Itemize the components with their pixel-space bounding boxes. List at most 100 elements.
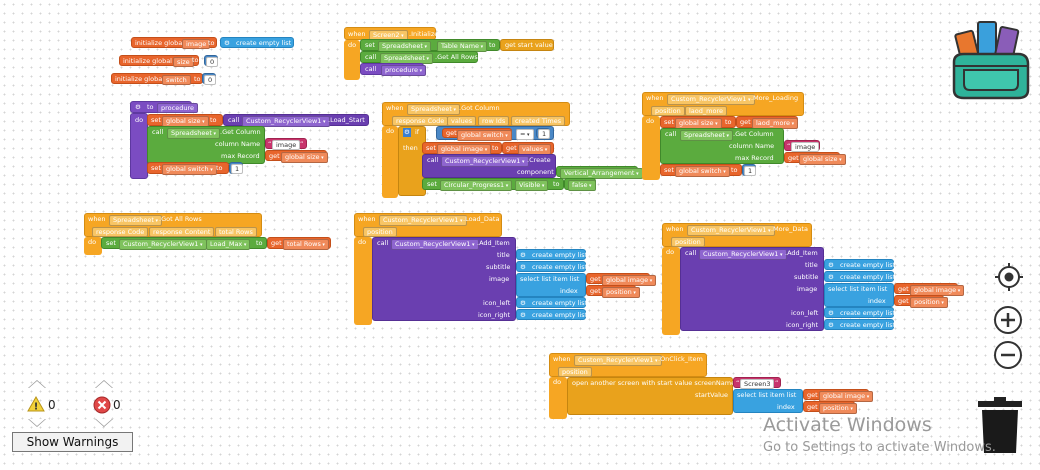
param-response-code[interactable]: response Code	[392, 116, 449, 126]
param-position[interactable]: position	[671, 237, 705, 247]
get-position-block[interactable]: get position	[586, 285, 640, 298]
recenter-icon[interactable]	[994, 262, 1024, 292]
param-response-code[interactable]: response Code	[92, 227, 149, 237]
call-get-all-rows-block[interactable]: call Spreadsheet .Get All Rows	[360, 51, 478, 64]
create-empty-list-block[interactable]: ⚙ create empty list	[824, 271, 895, 282]
call-load-start-block[interactable]: call Custom_RecyclerView1 .Load_Start	[223, 114, 369, 127]
operator-dropdown[interactable]: =	[516, 129, 534, 140]
text-block[interactable]: “ Screen3 ”	[733, 377, 781, 389]
variable-dropdown[interactable]: total Rows	[283, 239, 329, 250]
number-field[interactable]: 1	[744, 166, 757, 176]
number-block[interactable]: 0	[202, 73, 217, 85]
show-warnings-button[interactable]: Show Warnings	[12, 432, 133, 452]
component-dropdown[interactable]: Circular_Progress1	[440, 180, 513, 191]
get-total-rows-block[interactable]: get total Rows	[267, 237, 331, 250]
recycler-dropdown[interactable]: Custom_RecyclerView1	[687, 225, 775, 236]
number-block[interactable]: 1	[536, 128, 551, 139]
param-position[interactable]: position	[363, 227, 397, 237]
get-global-image-block[interactable]: get global image	[894, 283, 965, 296]
load-data-event[interactable]: when Custom_RecyclerView1 .Load_Data pos…	[354, 213, 502, 237]
component-block[interactable]: Vertical_Arrangement	[556, 166, 643, 179]
get-global-size-block[interactable]: get global size	[784, 152, 846, 165]
variable-dropdown[interactable]: global switch	[675, 166, 730, 177]
property-dropdown[interactable]: Load_Max	[206, 239, 251, 250]
create-empty-list-block[interactable]: ⚙ create empty list	[516, 297, 587, 308]
create-empty-list-block[interactable]: ⚙ create empty list	[516, 309, 587, 320]
param-laod-more[interactable]: laod_more	[685, 106, 727, 116]
more-loading-event[interactable]: when Custom_RecyclerView1 .More_Loading …	[642, 92, 804, 116]
if-block[interactable]: ⚙ if then	[398, 126, 426, 196]
call-get-column-block[interactable]: call Spreadsheet .Get Column column Name…	[660, 128, 784, 164]
init-global-size-block[interactable]: initialize global size	[119, 55, 199, 67]
trash-icon[interactable]	[976, 396, 1024, 454]
number-block[interactable]: 1	[229, 162, 244, 174]
param-total-rows[interactable]: total Rows	[215, 227, 257, 237]
select-list-item-block[interactable]: select list item list index	[824, 283, 894, 307]
onclick-item-event[interactable]: when Custom_RecyclerView1 .OnClick_Item …	[549, 353, 707, 377]
select-list-item-block[interactable]: select list item list index	[516, 273, 586, 297]
number-block[interactable]: 1	[742, 164, 757, 176]
call-add-item-block[interactable]: call Custom_RecyclerView1 .Add_Item titl…	[680, 247, 824, 331]
variable-dropdown[interactable]: global switch	[162, 164, 217, 175]
text-block[interactable]: “ image ”	[784, 140, 820, 152]
set-global-size-block[interactable]: set global size to	[660, 116, 736, 129]
got-all-rows-event[interactable]: when Spreadsheet .Got All Rows response …	[84, 213, 262, 237]
number-field[interactable]: 0	[204, 75, 217, 85]
create-empty-list-block[interactable]: ⚙ create empty list	[824, 259, 895, 270]
get-laod-more-block[interactable]: get laod_more	[736, 116, 799, 129]
param-response-content[interactable]: response Content	[149, 227, 215, 237]
number-block[interactable]: 0	[204, 55, 219, 67]
number-field[interactable]: 1	[231, 164, 244, 174]
create-empty-list-block[interactable]: ⚙ create empty list	[516, 261, 587, 272]
recycler-dropdown[interactable]: Custom_RecyclerView1	[242, 116, 330, 127]
global-name-field[interactable]: image	[182, 39, 211, 49]
variable-dropdown[interactable]: position	[602, 287, 640, 298]
got-column-event[interactable]: when Spreadsheet .Got Column response Co…	[382, 102, 570, 126]
create-empty-list-block[interactable]: ⚙ create empty list	[824, 307, 895, 318]
create-empty-list-block[interactable]: ⚙ create empty list	[220, 37, 294, 48]
text-field[interactable]: image	[272, 140, 301, 150]
zoom-in-icon[interactable]	[993, 305, 1023, 335]
procedure-dropdown[interactable]: procedure	[381, 65, 427, 76]
backpack-icon[interactable]	[946, 14, 1038, 106]
recycler-dropdown[interactable]: Custom_RecyclerView1	[379, 215, 467, 226]
get-global-switch-block[interactable]: get global switch	[442, 128, 512, 141]
recycler-dropdown[interactable]: Custom_RecyclerView1	[119, 239, 207, 250]
get-global-size-block[interactable]: get global size	[265, 150, 328, 163]
get-values-block[interactable]: get values	[502, 142, 554, 155]
spreadsheet-dropdown[interactable]: Spreadsheet	[407, 104, 461, 115]
param-position[interactable]: position	[558, 367, 592, 377]
number-field[interactable]: 0	[206, 57, 219, 67]
call-add-item-block[interactable]: call Custom_RecyclerView1 .Add_Item titl…	[372, 237, 516, 321]
param-position[interactable]: position	[651, 106, 685, 116]
false-block[interactable]: false	[564, 178, 596, 191]
open-another-screen-block[interactable]: open another screen with start value scr…	[567, 377, 735, 415]
variable-dropdown[interactable]: global switch	[457, 130, 512, 141]
variable-dropdown[interactable]: position	[819, 403, 857, 414]
get-position-block[interactable]: get position	[803, 401, 857, 414]
set-load-max-block[interactable]: set Custom_RecyclerView1 Load_Max to	[101, 237, 267, 250]
recycler-dropdown[interactable]: Custom_RecyclerView1	[574, 355, 662, 366]
number-field[interactable]: 1	[538, 129, 551, 139]
recycler-dropdown[interactable]: Custom_RecyclerView1	[667, 94, 755, 105]
create-empty-list-block[interactable]: ⚙ create empty list	[516, 249, 587, 260]
get-position-block[interactable]: get position	[894, 295, 948, 308]
call-create-block[interactable]: call Custom_RecyclerView1 .Create compon…	[422, 154, 556, 178]
set-visible-block[interactable]: set Circular_Progress1 Visible to	[422, 178, 564, 191]
param-row-ids[interactable]: row Ids	[478, 116, 510, 126]
text-field[interactable]: Screen3	[740, 379, 775, 389]
procedure-definition[interactable]: ⚙ to procedure	[130, 101, 198, 113]
spreadsheet-dropdown[interactable]: Spreadsheet	[109, 215, 163, 226]
get-start-value-block[interactable]: get start value	[500, 39, 554, 51]
boolean-dropdown[interactable]: false	[568, 180, 596, 191]
property-dropdown[interactable]: Visible	[515, 180, 549, 191]
spreadsheet-dropdown[interactable]: Spreadsheet	[680, 130, 734, 141]
select-list-item-block[interactable]: select list item list index	[733, 389, 803, 413]
variable-dropdown[interactable]: position	[910, 297, 948, 308]
global-name-field[interactable]: switch	[162, 75, 191, 85]
text-field[interactable]: image	[791, 142, 820, 152]
set-global-size-block[interactable]: set global size to	[147, 114, 223, 127]
procedure-name-field[interactable]: procedure	[157, 103, 198, 113]
get-global-image-block[interactable]: get global image	[586, 273, 657, 286]
call-procedure-block[interactable]: call procedure	[360, 63, 427, 76]
